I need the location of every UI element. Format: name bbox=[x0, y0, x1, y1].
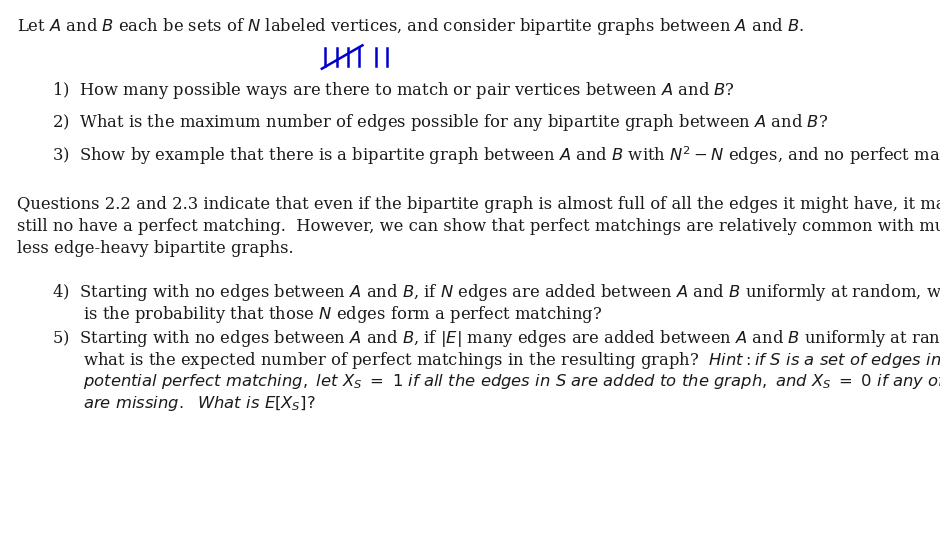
Text: 3)  Show by example that there is a bipartite graph between $A$ and $B$ with $N^: 3) Show by example that there is a bipar… bbox=[52, 144, 940, 167]
Text: 2)  What is the maximum number of edges possible for any bipartite graph between: 2) What is the maximum number of edges p… bbox=[52, 112, 828, 133]
Text: less edge-heavy bipartite graphs.: less edge-heavy bipartite graphs. bbox=[17, 240, 293, 257]
Text: 4)  Starting with no edges between $A$ and $B$, if $N$ edges are added between $: 4) Starting with no edges between $A$ an… bbox=[52, 282, 940, 303]
Text: $\it{potential\ perfect\ matching,\ let\ }$$X_S$$\it{\ =\ 1\ if\ all\ the\ edges: $\it{potential\ perfect\ matching,\ let\… bbox=[52, 372, 940, 391]
Text: $\it{are\ missing.\ \ What\ is\ }$$E[X_S]$$\it{?}$: $\it{are\ missing.\ \ What\ is\ }$$E[X_S… bbox=[52, 394, 315, 413]
Text: is the probability that those $N$ edges form a perfect matching?: is the probability that those $N$ edges … bbox=[52, 304, 602, 325]
Text: Let $A$ and $B$ each be sets of $N$ labeled vertices, and consider bipartite gra: Let $A$ and $B$ each be sets of $N$ labe… bbox=[17, 16, 804, 37]
Text: 1)  How many possible ways are there to match or pair vertices between $A$ and $: 1) How many possible ways are there to m… bbox=[52, 80, 735, 101]
Text: still no have a perfect matching.  However, we can show that perfect matchings a: still no have a perfect matching. Howeve… bbox=[17, 218, 940, 235]
Text: what is the expected number of perfect matchings in the resulting graph?  $\it{H: what is the expected number of perfect m… bbox=[52, 350, 940, 371]
Text: Questions 2.2 and 2.3 indicate that even if the bipartite graph is almost full o: Questions 2.2 and 2.3 indicate that even… bbox=[17, 196, 940, 213]
Text: 5)  Starting with no edges between $A$ and $B$, if $|E|$ many edges are added be: 5) Starting with no edges between $A$ an… bbox=[52, 328, 940, 349]
